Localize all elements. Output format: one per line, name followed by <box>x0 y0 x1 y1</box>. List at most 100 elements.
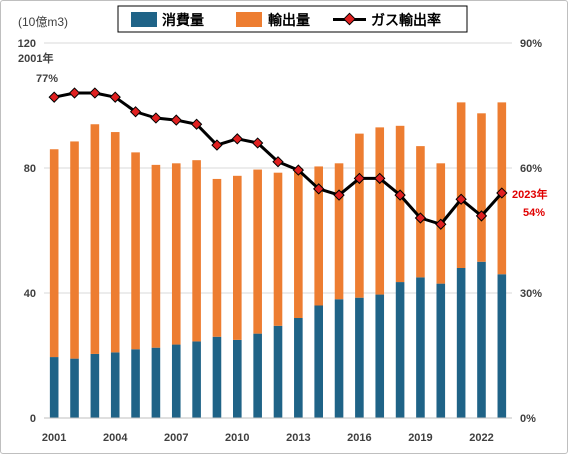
bar-consumption <box>253 333 262 418</box>
bar-export <box>395 125 405 283</box>
bar-export <box>192 160 201 342</box>
bars <box>49 102 507 418</box>
ratio-point <box>496 187 508 199</box>
bar-export <box>49 149 59 358</box>
bar-consumption <box>355 297 364 418</box>
annotation-2001-value: 77% <box>36 73 58 85</box>
y-tick-label-left: 0 <box>30 413 36 425</box>
bar-consumption <box>497 274 507 418</box>
y-tick-label-right: 0% <box>520 413 536 425</box>
legend-label-ratio: ガス輸出率 <box>371 12 441 28</box>
ratio-point <box>353 172 366 185</box>
bar-export <box>355 133 364 298</box>
ratio-point <box>190 118 203 130</box>
bar-consumption <box>314 305 323 418</box>
bar-export <box>477 113 486 262</box>
legend-box <box>117 5 468 33</box>
ratio-point <box>313 183 325 195</box>
x-tick-label: 2016 <box>347 432 371 444</box>
ratio-point <box>211 139 223 151</box>
ratio-point <box>68 87 81 99</box>
bar-export <box>110 132 120 353</box>
bar-consumption <box>456 268 466 418</box>
bar-export <box>416 146 425 278</box>
bar-consumption <box>90 353 100 418</box>
bar-export <box>456 102 466 268</box>
ratio-point <box>251 137 264 149</box>
bar-consumption <box>375 294 385 418</box>
bar-export <box>151 164 161 348</box>
x-tick-label: 2007 <box>164 432 188 444</box>
legend-marker-ratio <box>343 12 356 26</box>
bar-consumption <box>151 347 161 418</box>
bar-consumption <box>273 325 283 418</box>
bar-export <box>294 168 303 318</box>
export-ratio-line <box>48 87 508 230</box>
ratio-point <box>414 212 427 224</box>
ratio-point <box>455 193 467 205</box>
y-tick-label-left: 120 <box>18 38 36 50</box>
bar-consumption <box>171 344 181 418</box>
legend-label-export: 輸出量 <box>268 12 310 28</box>
annotation-2023-value: 54% <box>523 207 545 219</box>
y-tick-label-right: 60% <box>520 163 542 175</box>
bar-export <box>253 169 262 334</box>
ratio-point <box>394 189 406 201</box>
bar-export <box>70 141 79 359</box>
annotation-2023-year: 2023年 <box>512 187 547 201</box>
bar-export <box>212 178 222 337</box>
bar-consumption <box>294 318 303 418</box>
y-tick-label-right: 90% <box>520 38 542 50</box>
ratio-point <box>109 91 121 103</box>
x-tick-label: 2022 <box>469 432 493 444</box>
bar-consumption <box>395 282 405 418</box>
bar-export <box>314 166 323 306</box>
ratio-point <box>89 87 101 99</box>
bar-consumption <box>110 352 120 418</box>
legend: 消費量 輸出量 ガス輸出率 <box>117 5 468 33</box>
bar-consumption <box>131 349 140 418</box>
ratio-point <box>231 133 243 145</box>
bar-consumption <box>436 283 446 418</box>
y-tick-label-left: 80 <box>24 163 36 175</box>
ratio-point <box>435 218 447 230</box>
ratio-point <box>48 91 60 103</box>
ratio-point <box>292 164 305 176</box>
bar-consumption <box>49 357 59 418</box>
x-tick-label: 2004 <box>103 432 128 444</box>
bar-export <box>273 172 283 326</box>
x-tick-label: 2019 <box>408 432 432 444</box>
ratio-point <box>150 112 162 124</box>
ratio-point <box>170 114 182 126</box>
y-tick-label-right: 30% <box>520 288 542 300</box>
bar-export <box>171 163 181 345</box>
x-tick-label: 2001 <box>42 432 66 444</box>
ratio-point <box>129 106 142 118</box>
ratio-point <box>333 189 345 201</box>
unit-label: (10億m3) <box>18 15 68 29</box>
x-tick-label: 2010 <box>225 432 249 444</box>
ratio-point <box>475 210 488 222</box>
y-tick-label-left: 40 <box>24 288 36 300</box>
ratio-point <box>374 172 386 185</box>
axes: 0 40 80 120 0% 30% 60% 90% 2001 2004 2007 2010 2013 2… <box>18 38 543 444</box>
bar-export <box>375 127 385 295</box>
bar-consumption <box>334 299 344 418</box>
annotation-2001-year: 2001年 <box>18 51 53 65</box>
bar-export <box>131 152 140 350</box>
bar-export <box>233 175 242 340</box>
bar-consumption <box>233 339 242 418</box>
x-tick-label: 2013 <box>286 432 310 444</box>
ratio-point <box>272 156 284 168</box>
bar-consumption <box>70 358 79 418</box>
legend-label-consumption: 消費量 <box>162 12 204 28</box>
bar-consumption <box>212 336 222 418</box>
legend-swatch-consumption <box>131 12 157 27</box>
bar-consumption <box>192 341 201 418</box>
bar-export <box>334 163 344 300</box>
bar-consumption <box>477 261 486 418</box>
bar-export <box>90 124 100 354</box>
legend-swatch-export <box>236 12 262 27</box>
